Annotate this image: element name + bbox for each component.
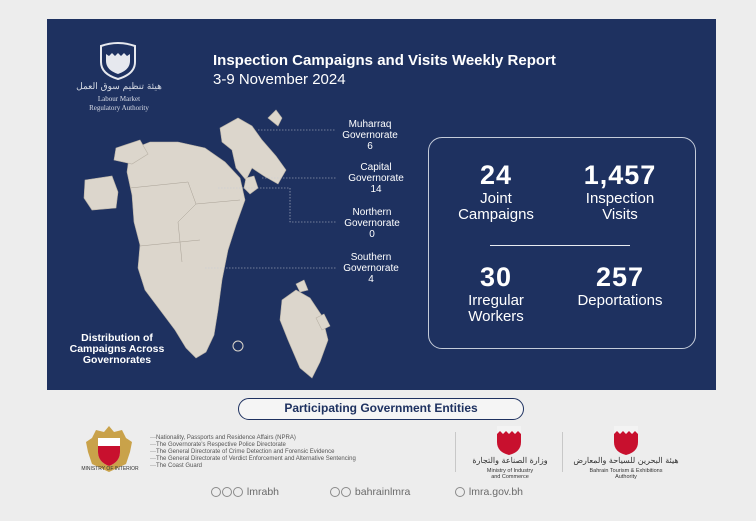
facebook-icon — [330, 487, 340, 498]
gov-capital-count: 14 — [370, 184, 382, 195]
stat-irregular-workers: 30 Irregular Workers — [468, 262, 524, 325]
tourism-emblem-icon — [614, 426, 638, 455]
moi-emblem-icon — [86, 426, 132, 472]
moi-caption: MINISTRY OF INTERIOR — [81, 466, 139, 472]
tourism-arabic-name: هيئة البحرين للسياحة والمعارض — [573, 456, 679, 465]
youtube-icon — [233, 487, 243, 498]
list-item: The Governorate's Respective Police Dire… — [150, 442, 356, 449]
participating-entities-heading: Participating Government Entities — [238, 398, 524, 420]
list-item: The Coast Guard — [150, 463, 356, 470]
instagram-icon — [211, 487, 221, 498]
list-item: Nationality, Passports and Residence Aff… — [150, 435, 356, 442]
report-title: Inspection Campaigns and Visits Weekly R… — [213, 52, 556, 69]
stats-box — [428, 137, 696, 349]
industry-emblem-icon — [497, 426, 521, 455]
lmra-arabic-name: هيئة تنظيم سوق العمل — [76, 82, 162, 92]
gov-southern-count: 4 — [368, 274, 374, 285]
stat-deportations: 257 Deportations — [577, 262, 663, 309]
social-bahrainlmra[interactable]: bahrainlmra — [330, 486, 410, 498]
linkedin-icon — [341, 487, 351, 498]
tourism-english-name: Bahrain Tourism & Exhibitions Authority — [589, 468, 663, 480]
industry-arabic-name: وزارة الصناعة والتجارة — [472, 456, 548, 465]
gov-southern: Southern Governorate 4 — [326, 252, 416, 285]
lmra-logo-icon — [100, 42, 136, 80]
report-dates: 3-9 November 2024 — [213, 71, 346, 88]
agency-list: Nationality, Passports and Residence Aff… — [150, 435, 356, 470]
divider — [455, 432, 456, 472]
x-icon — [222, 487, 232, 498]
website-link[interactable]: lmra.gov.bh — [455, 486, 523, 498]
gov-northern-count: 0 — [369, 229, 375, 240]
gov-muharraq-count: 6 — [367, 141, 373, 152]
list-item: The General Directorate of Crime Detecti… — [150, 449, 356, 456]
social-lmrabh[interactable]: lmrabh — [211, 486, 279, 498]
industry-english-name: Ministry of Industry and Commerce — [486, 468, 534, 480]
stat-inspection-visits: 1,457 Inspection Visits — [583, 160, 657, 223]
lmra-english-name: Labour Market Regulatory Authority — [89, 95, 149, 112]
gov-muharraq: Muharraq Governorate 6 — [325, 119, 415, 152]
stat-joint-campaigns: 24 Joint Campaigns — [458, 160, 534, 223]
gov-northern: Northern Governorate 0 — [327, 207, 417, 240]
list-item: The General Directorate of Verdict Enfor… — [150, 456, 356, 463]
divider — [562, 432, 563, 472]
stats-divider — [490, 245, 630, 246]
gov-capital: Capital Governorate 14 — [331, 162, 421, 195]
distribution-caption: Distribution of Campaigns Across Governo… — [69, 332, 165, 366]
globe-icon — [455, 487, 465, 498]
